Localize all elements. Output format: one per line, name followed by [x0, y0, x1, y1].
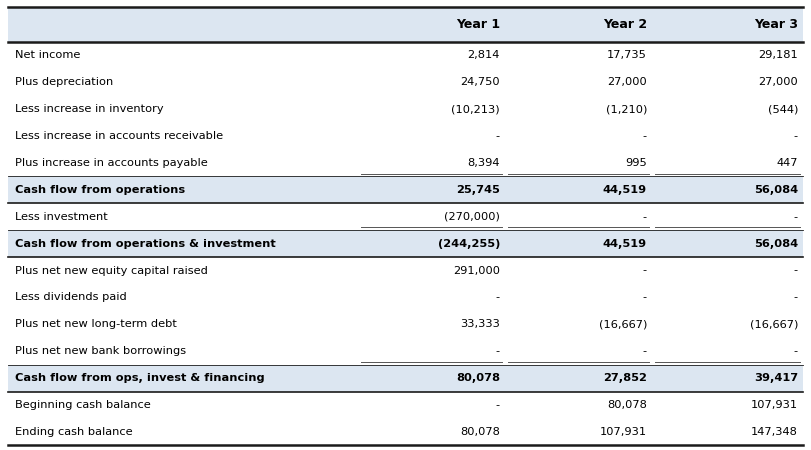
Text: Less investment: Less investment [15, 212, 107, 222]
Bar [8, 7, 803, 42]
Text: Less dividends paid: Less dividends paid [15, 292, 127, 302]
Text: 33,333: 33,333 [460, 320, 500, 329]
Text: (16,667): (16,667) [749, 320, 798, 329]
Text: -: - [496, 400, 500, 410]
Text: Plus net new long-term debt: Plus net new long-term debt [15, 320, 177, 329]
Text: -: - [794, 346, 798, 356]
Text: -: - [794, 131, 798, 141]
Text: 56,084: 56,084 [754, 185, 798, 195]
Text: Year 3: Year 3 [754, 18, 798, 31]
Text: 80,078: 80,078 [456, 373, 500, 383]
Bar [8, 176, 803, 203]
Text: (244,255): (244,255) [438, 238, 500, 248]
Text: 8,394: 8,394 [467, 158, 500, 168]
Text: 29,181: 29,181 [758, 50, 798, 60]
Text: Less increase in accounts receivable: Less increase in accounts receivable [15, 131, 223, 141]
Text: 27,000: 27,000 [758, 77, 798, 87]
Text: Ending cash balance: Ending cash balance [15, 427, 132, 437]
Text: 56,084: 56,084 [754, 238, 798, 248]
Text: -: - [496, 346, 500, 356]
Text: Cash flow from operations & investment: Cash flow from operations & investment [15, 238, 276, 248]
Bar [8, 230, 803, 257]
Text: -: - [794, 292, 798, 302]
Text: 44,519: 44,519 [603, 185, 647, 195]
Text: -: - [496, 131, 500, 141]
Text: 147,348: 147,348 [751, 427, 798, 437]
Text: -: - [643, 266, 647, 275]
Text: Plus increase in accounts payable: Plus increase in accounts payable [15, 158, 208, 168]
Text: (1,210): (1,210) [606, 104, 647, 114]
Text: 39,417: 39,417 [754, 373, 798, 383]
Text: Plus net new equity capital raised: Plus net new equity capital raised [15, 266, 208, 275]
Text: Net income: Net income [15, 50, 80, 60]
Text: (16,667): (16,667) [599, 320, 647, 329]
Text: -: - [794, 212, 798, 222]
Text: 27,852: 27,852 [603, 373, 647, 383]
Text: Year 2: Year 2 [603, 18, 647, 31]
Text: Cash flow from ops, invest & financing: Cash flow from ops, invest & financing [15, 373, 264, 383]
Text: (10,213): (10,213) [452, 104, 500, 114]
Text: 2,814: 2,814 [468, 50, 500, 60]
Text: Beginning cash balance: Beginning cash balance [15, 400, 150, 410]
Text: -: - [496, 292, 500, 302]
Text: 80,078: 80,078 [460, 427, 500, 437]
Text: -: - [643, 131, 647, 141]
Text: -: - [643, 212, 647, 222]
Text: 27,000: 27,000 [607, 77, 647, 87]
Text: Plus net new bank borrowings: Plus net new bank borrowings [15, 346, 186, 356]
Text: Year 1: Year 1 [456, 18, 500, 31]
Text: -: - [643, 346, 647, 356]
Text: -: - [794, 266, 798, 275]
Text: 107,931: 107,931 [751, 400, 798, 410]
Text: 80,078: 80,078 [607, 400, 647, 410]
Text: -: - [643, 292, 647, 302]
Text: 447: 447 [776, 158, 798, 168]
Text: 24,750: 24,750 [461, 77, 500, 87]
Text: (270,000): (270,000) [444, 212, 500, 222]
Text: 25,745: 25,745 [456, 185, 500, 195]
Text: 44,519: 44,519 [603, 238, 647, 248]
Text: 17,735: 17,735 [607, 50, 647, 60]
Text: Cash flow from operations: Cash flow from operations [15, 185, 185, 195]
Text: 995: 995 [625, 158, 647, 168]
Text: 291,000: 291,000 [453, 266, 500, 275]
Text: Plus depreciation: Plus depreciation [15, 77, 113, 87]
Text: (544): (544) [768, 104, 798, 114]
Bar [8, 365, 803, 392]
Text: Less increase in inventory: Less increase in inventory [15, 104, 163, 114]
Text: 107,931: 107,931 [600, 427, 647, 437]
